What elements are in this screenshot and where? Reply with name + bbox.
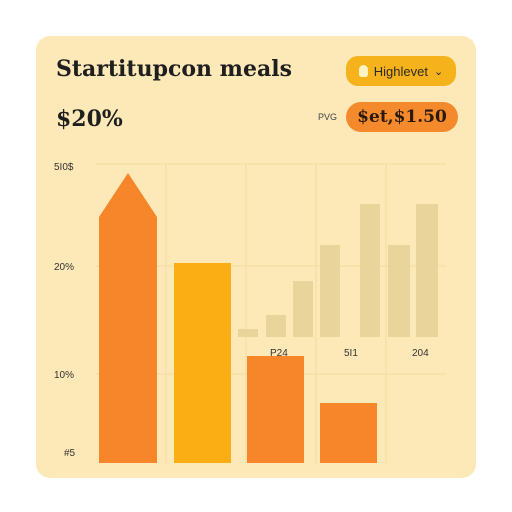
bar-background — [238, 329, 258, 337]
bar-background — [360, 204, 380, 337]
bar — [320, 403, 377, 463]
bar — [99, 173, 157, 463]
bar-chart — [96, 163, 446, 463]
x-tick-label: 204 — [412, 348, 429, 359]
bar-background — [293, 281, 313, 337]
bar — [247, 356, 304, 463]
chevron-down-icon: ⌄ — [433, 65, 444, 78]
bar — [174, 263, 231, 463]
y-tick-label: 10% — [54, 370, 75, 381]
bar-background — [266, 315, 286, 337]
x-tick-label: 5I1 — [344, 348, 358, 359]
y-tick-label: 5I0$ — [54, 162, 74, 173]
level-dropdown-label: Highlevet — [373, 63, 428, 79]
level-dropdown[interactable]: Highlevet ⌄ — [346, 56, 456, 86]
y-tick-label: 20% — [54, 262, 75, 273]
summary-card: Startitupcon meals Highlevet ⌄ $20% PVG … — [36, 36, 476, 478]
headline-value: $20% — [56, 106, 123, 132]
price-badge[interactable]: $et,$1.50 — [346, 102, 458, 132]
bar-background — [320, 245, 340, 337]
price-label: PVG — [318, 112, 338, 122]
x-tick-label: P24 — [270, 348, 288, 359]
lightbulb-icon — [358, 65, 368, 77]
card-title: Startitupcon meals — [56, 56, 292, 82]
y-tick-label: #5 — [64, 448, 76, 459]
bar-background — [388, 245, 410, 337]
bar-background — [416, 204, 438, 337]
